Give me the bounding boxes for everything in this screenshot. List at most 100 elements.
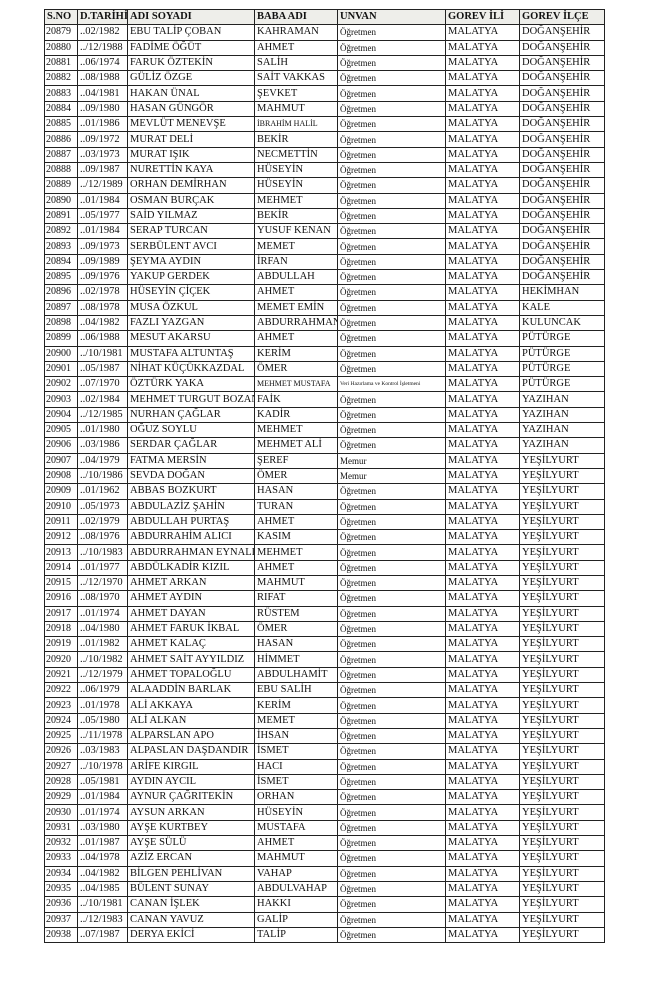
cell-province: MALATYA — [445, 39, 520, 56]
cell-title: Öğretmen — [337, 835, 446, 852]
table-row: 20886 ..09/1972 MURAT DELİ BEKİR Öğretmen MAL… — [44, 131, 605, 148]
cell-father-name: KADİR — [254, 406, 338, 424]
table-row: 20920 ../10/1982 AHMET SAİT AYYILDIZ HİMMET… — [44, 651, 605, 668]
cell-birth-date: ..09/1989 — [77, 253, 128, 271]
cell-name: MEVLÜT MENEVŞE — [127, 116, 255, 133]
cell-title: Öğretmen — [337, 483, 446, 500]
cell-sno: 20917 — [44, 605, 78, 622]
cell-sno: 20934 — [44, 865, 78, 882]
cell-province: MALATYA — [445, 422, 520, 439]
cell-title: Öğretmen — [337, 850, 446, 867]
cell-birth-date: ..01/1977 — [77, 559, 128, 576]
cell-province: MALATYA — [445, 574, 520, 592]
cell-birth-date: ..03/1973 — [77, 146, 128, 163]
cell-name: AYŞE SÜLÜ — [127, 835, 255, 852]
cell-name: MUSTAFA ALTUNTAŞ — [127, 345, 255, 362]
cell-birth-date: ..09/1972 — [77, 131, 128, 148]
cell-title: Öğretmen — [337, 819, 446, 837]
cell-district: DOĞANŞEHİR — [519, 238, 605, 255]
cell-birth-date: ..05/1980 — [77, 712, 128, 729]
cell-province: MALATYA — [445, 299, 520, 316]
cell-name: AZİZ ERCAN — [127, 850, 255, 867]
cell-father-name: RÜSTEM — [254, 605, 338, 622]
cell-title: Öğretmen — [337, 666, 446, 684]
cell-father-name: AHMET — [254, 284, 338, 301]
cell-birth-date: ../10/1986 — [77, 467, 128, 485]
cell-sno: 20882 — [44, 70, 78, 87]
cell-birth-date: ..01/1984 — [77, 223, 128, 240]
cell-province: MALATYA — [445, 406, 520, 424]
cell-province: MALATYA — [445, 926, 520, 944]
cell-birth-date: ..09/1980 — [77, 100, 128, 118]
cell-district: DOĞANŞEHİR — [519, 177, 605, 194]
cell-father-name: BEKİR — [254, 131, 338, 148]
cell-father-name: ORHAN — [254, 789, 338, 806]
cell-title: Öğretmen — [337, 712, 446, 729]
cell-title: Öğretmen — [337, 269, 446, 286]
table-row: 20895 ..09/1976 YAKUP GERDEK ABDULLAH Öğretm… — [44, 269, 605, 286]
cell-birth-date: ..02/1982 — [77, 24, 128, 41]
cell-father-name: MAHMUT — [254, 574, 338, 592]
cell-district: YEŞİLYURT — [519, 697, 605, 714]
cell-district: YEŞİLYURT — [519, 727, 605, 745]
cell-father-name: MEMET EMİN — [254, 299, 338, 316]
cell-district: YEŞİLYURT — [519, 835, 605, 852]
cell-birth-date: ..04/1981 — [77, 85, 128, 102]
cell-name: FATMA MERSİN — [127, 452, 255, 469]
cell-province: MALATYA — [445, 116, 520, 133]
cell-title: Öğretmen — [337, 223, 446, 240]
cell-birth-date: ../12/1970 — [77, 574, 128, 592]
cell-district: DOĞANŞEHİR — [519, 146, 605, 163]
cell-name: GÜLİZ ÖZGE — [127, 70, 255, 87]
cell-name: MURAT DELİ — [127, 131, 255, 148]
cell-sno: 20900 — [44, 345, 78, 362]
cell-birth-date: ..03/1983 — [77, 743, 128, 760]
cell-father-name: HÜSEYİN — [254, 804, 338, 821]
cell-title: Öğretmen — [337, 605, 446, 622]
cell-name: AHMET KALAÇ — [127, 636, 255, 653]
cell-district: YEŞİLYURT — [519, 559, 605, 576]
cell-title: Öğretmen — [337, 636, 446, 653]
cell-father-name: MAHMUT — [254, 100, 338, 118]
cell-province: MALATYA — [445, 360, 520, 378]
cell-district: YEŞİLYURT — [519, 865, 605, 882]
cell-father-name: SALİH — [254, 54, 338, 72]
table-row: 20926 ..03/1983 ALPASLAN DAŞDANDIR İSMET Öğr… — [44, 743, 605, 760]
cell-district: YEŞİLYURT — [519, 452, 605, 469]
cell-sno: 20893 — [44, 238, 78, 255]
cell-district: PÜTÜRGE — [519, 360, 605, 378]
cell-province: MALATYA — [445, 330, 520, 347]
cell-sno: 20935 — [44, 880, 78, 898]
cell-title: Öğretmen — [337, 651, 446, 668]
table-row: 20910 ..05/1973 ABDULAZİZ ŞAHİN TURAN Öğretm… — [44, 498, 605, 515]
cell-district: YEŞİLYURT — [519, 712, 605, 729]
cell-sno: 20913 — [44, 544, 78, 561]
cell-sno: 20910 — [44, 498, 78, 515]
table-row: 20902 ..07/1970 ÖZTÜRK YAKA MEHMET MUSTAFA V… — [44, 376, 605, 393]
cell-title: Öğretmen — [337, 131, 446, 148]
cell-province: MALATYA — [445, 207, 520, 225]
cell-district: DOĞANŞEHİR — [519, 85, 605, 102]
table-row: 20937 ../12/1983 CANAN YAVUZ GALİP Öğretmen M… — [44, 911, 605, 928]
cell-title: Öğretmen — [337, 207, 446, 225]
cell-title: Öğretmen — [337, 697, 446, 714]
cell-birth-date: ..02/1984 — [77, 391, 128, 408]
cell-sno: 20899 — [44, 330, 78, 347]
cell-father-name: HASAN — [254, 636, 338, 653]
cell-name: ALİ AKKAYA — [127, 697, 255, 714]
table-row: 20936 ../10/1981 CANAN İŞLEK HAKKI Öğretmen M… — [44, 896, 605, 913]
cell-father-name: MEHMET — [254, 422, 338, 439]
cell-father-name: MEMET — [254, 238, 338, 255]
cell-title: Öğretmen — [337, 422, 446, 439]
cell-title: Öğretmen — [337, 391, 446, 408]
cell-name: MUSA ÖZKUL — [127, 299, 255, 316]
cell-province: MALATYA — [445, 544, 520, 561]
cell-district: YEŞİLYURT — [519, 880, 605, 898]
cell-name: SERDAR ÇAĞLAR — [127, 437, 255, 454]
table-row: 20935 ..04/1985 BÜLENT SUNAY ABDULVAHAP Öğre… — [44, 880, 605, 898]
cell-district: DOĞANŞEHİR — [519, 253, 605, 271]
cell-province: MALATYA — [445, 789, 520, 806]
cell-title: Öğretmen — [337, 727, 446, 745]
cell-sno: 20909 — [44, 483, 78, 500]
cell-province: MALATYA — [445, 85, 520, 102]
